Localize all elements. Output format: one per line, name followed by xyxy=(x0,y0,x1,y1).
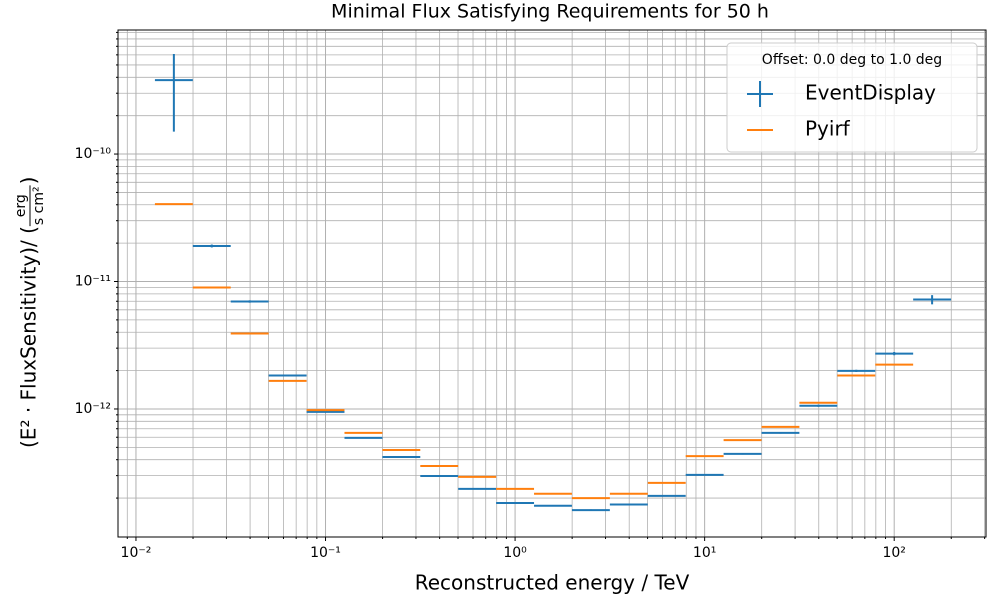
x-tick-label: 10⁰ xyxy=(503,545,527,561)
y-label-numerator: erg xyxy=(13,194,29,217)
y-axis-label: (E² · FluxSensitivity)/ ( erg s cm² ) xyxy=(13,177,47,448)
grid xyxy=(118,30,986,537)
legend-label: EventDisplay xyxy=(805,81,936,105)
x-tick-label: 10⁻¹ xyxy=(310,545,341,561)
chart-title: Minimal Flux Satisfying Requirements for… xyxy=(331,1,769,23)
y-tick-label: 10⁻¹² xyxy=(75,401,111,417)
legend-label: Pyirf xyxy=(805,117,851,141)
y-label-text: (E² · FluxSensitivity)/ ( xyxy=(17,226,41,448)
axes-frame xyxy=(117,29,987,538)
y-tick-label: 10⁻¹⁰ xyxy=(75,146,112,162)
legend-title: Offset: 0.0 deg to 1.0 deg xyxy=(762,52,942,68)
y-label-close: ) xyxy=(17,177,41,185)
plot-area xyxy=(154,53,952,512)
x-tick-label: 10² xyxy=(882,545,905,561)
y-label-denominator: s cm² xyxy=(31,186,47,225)
legend: Offset: 0.0 deg to 1.0 deg EventDisplay Py… xyxy=(726,42,978,153)
x-tick-label: 10⁻² xyxy=(121,545,152,561)
x-tick-label: 10¹ xyxy=(693,545,716,561)
y-tick-label: 10⁻¹¹ xyxy=(75,274,111,290)
legend-box xyxy=(726,42,978,153)
x-axis-label: Reconstructed energy / TeV xyxy=(415,571,690,595)
